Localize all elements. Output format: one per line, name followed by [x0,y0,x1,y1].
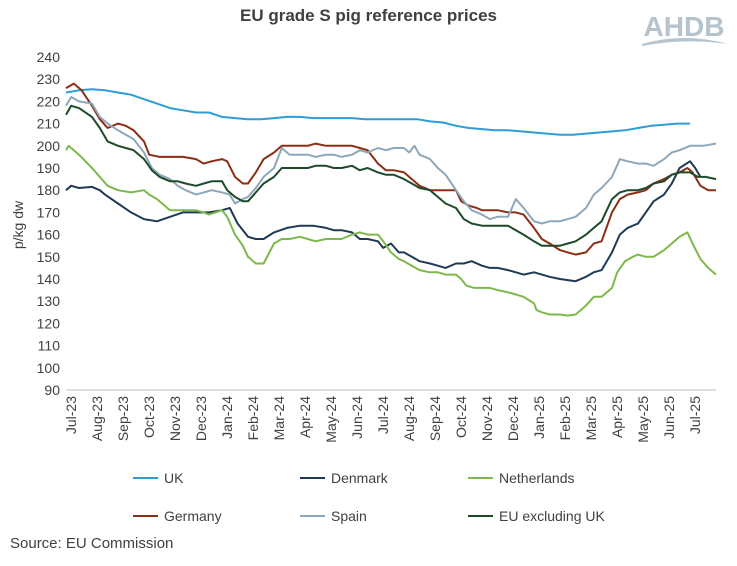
ahdb-logo: AHDB [642,11,728,46]
x-tick-label: Mar-25 [583,396,599,441]
x-tick-label: Oct-23 [141,396,157,438]
y-tick-label: 180 [37,182,61,198]
x-tick-label: Dec-23 [193,396,209,441]
y-tick-label: 200 [37,138,61,154]
series-line-spain [65,96,717,225]
chart-title: EU grade S pig reference prices [240,6,497,25]
y-tick-label: 130 [37,293,61,309]
y-tick-label: 90 [44,382,60,398]
series-line-eu-excluding-uk [65,104,717,247]
y-tick-label: 120 [37,315,61,331]
x-tick-label: Oct-24 [453,396,469,438]
series-line-uk [65,88,690,136]
x-tick-label: Aug-23 [89,396,105,441]
y-axis-label: p/kg dw [10,200,26,249]
legend-label: Spain [331,508,367,524]
legend: UK Denmark Netherlands Germany Spain EU exclu… [133,470,605,524]
series-lines [65,82,717,317]
series-line-germany [65,82,716,256]
legend-label: EU excluding UK [499,508,605,524]
x-tick-label: Jul-24 [375,396,391,434]
x-axis: Jul-23 Aug-23 Sep-23 Oct-23 Nov-23 Dec-23 Jan-… [63,389,716,443]
x-tick-label: Nov-24 [479,396,495,441]
x-tick-label: Nov-23 [167,396,183,441]
series-line-denmark [65,160,702,283]
x-tick-label: Sep-23 [115,396,131,441]
y-tick-label: 190 [37,160,61,176]
x-tick-label: Jul-25 [687,396,703,434]
x-tick-label: Feb-24 [245,396,261,441]
y-tick-label: 140 [37,271,61,287]
y-tick-label: 100 [37,360,61,376]
y-tick-label: 170 [37,204,61,220]
x-tick-label: Jul-23 [63,396,79,434]
x-tick-label: May-25 [635,396,651,443]
x-tick-label: Jun-25 [661,396,677,439]
x-tick-label: Jan-24 [219,396,235,439]
legend-label: Denmark [331,470,389,486]
x-tick-label: Dec-24 [505,396,521,441]
x-tick-label: Sep-24 [427,396,443,441]
x-tick-label: May-24 [323,396,339,443]
logo-swoosh [642,38,728,46]
x-tick-label: Aug-24 [401,396,417,441]
x-tick-label: Mar-24 [271,396,287,441]
y-tick-label: 110 [38,338,61,354]
y-tick-label: 240 [37,49,61,65]
x-tick-label: Jan-25 [531,396,547,439]
y-tick-label: 150 [37,249,61,265]
x-tick-label: Jun-24 [349,396,365,439]
y-axis: 90 100 110 120 130 140 150 160 170 180 190 200 210 22… [37,49,61,398]
legend-label: UK [164,470,184,486]
source-note: Source: EU Commission [10,535,174,552]
y-tick-label: 220 [37,93,61,109]
series-line-netherlands [65,144,717,317]
x-tick-label: Feb-25 [557,396,573,441]
x-tick-label: Apr-24 [297,396,313,438]
y-tick-label: 230 [37,71,61,87]
y-tick-label: 210 [37,116,61,132]
legend-label: Netherlands [499,470,575,486]
y-tick-label: 160 [37,227,61,243]
legend-label: Germany [164,508,222,524]
x-tick-label: Apr-25 [609,396,625,438]
logo-text: AHDB [644,11,725,42]
